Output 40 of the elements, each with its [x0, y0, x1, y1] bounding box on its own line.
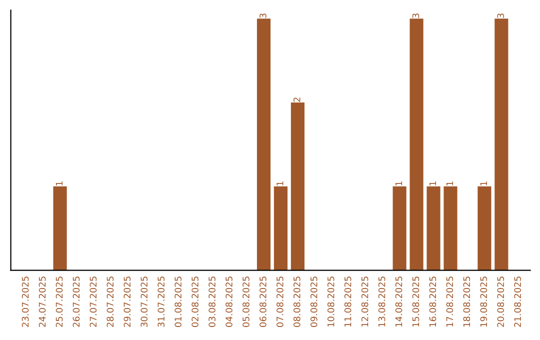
x-tick-label: 04.08.2025 — [226, 276, 232, 327]
x-tick-label: 24.07.2025 — [38, 276, 46, 327]
data-label: 1 — [56, 181, 63, 186]
x-tick-label: 14.08.2025 — [395, 276, 402, 327]
data-label: 1 — [446, 181, 453, 186]
x-tick-label: 26.07.2025 — [72, 276, 80, 327]
x-tick-label: 08.08.2025 — [293, 276, 300, 327]
x-tick-label: 12.08.2025 — [361, 276, 368, 327]
x-tick-label: 03.08.2025 — [208, 276, 216, 327]
x-tick-label: 27.07.2025 — [90, 276, 97, 327]
x-tick-label: 11.08.2025 — [344, 276, 352, 327]
x-tick-label: 28.07.2025 — [106, 276, 114, 327]
data-label: 1 — [395, 181, 402, 186]
x-tick-label: 17.08.2025 — [446, 276, 454, 327]
x-tick-label: 15.08.2025 — [412, 276, 420, 327]
x-tick-label: 16.08.2025 — [429, 276, 436, 327]
x-tick-label: 13.08.2025 — [378, 276, 386, 327]
data-label: 3 — [412, 14, 420, 18]
x-tick-label: 10.08.2025 — [327, 276, 334, 327]
data-label: 3 — [260, 14, 266, 18]
x-tick-label: 30.07.2025 — [140, 276, 148, 327]
x-tick-label: 25.07.2025 — [56, 276, 63, 327]
x-tick-label: 31.07.2025 — [158, 276, 165, 327]
x-tick-label: 09.08.2025 — [310, 276, 318, 327]
x-tick-label: 18.08.2025 — [463, 276, 470, 327]
data-label: 2 — [293, 98, 300, 102]
x-tick-label: 20.08.2025 — [497, 276, 504, 327]
x-tick-label: 29.07.2025 — [124, 276, 131, 327]
x-tick-label: 02.08.2025 — [192, 276, 198, 327]
data-label: 1 — [276, 181, 284, 186]
x-tick-label: 19.08.2025 — [480, 276, 488, 327]
data-label: 1 — [480, 181, 487, 186]
x-tick-label: 23.07.2025 — [22, 276, 29, 327]
x-tick-label: 05.08.2025 — [242, 276, 250, 327]
data-label: 3 — [497, 14, 504, 18]
data-label: 1 — [429, 181, 436, 186]
x-tick-label: 21.08.2025 — [514, 276, 522, 327]
x-tick-label: 07.08.2025 — [276, 276, 284, 327]
x-tick-label: 01.08.2025 — [174, 276, 182, 327]
x-tick-label: 06.08.2025 — [260, 276, 266, 327]
